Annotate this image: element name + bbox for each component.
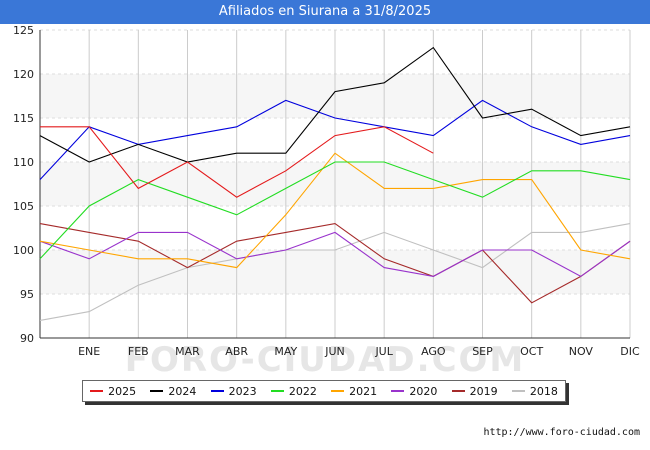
chart-title-bar: Afiliados en Siurana a 31/8/2025 — [0, 0, 650, 24]
legend-swatch — [451, 390, 465, 392]
y-tick-label: 120 — [13, 68, 34, 81]
legend-label: 2019 — [469, 384, 498, 398]
legend-swatch — [210, 390, 224, 392]
legend-swatch — [331, 390, 345, 392]
series-line-2025 — [40, 126, 434, 198]
x-tick-label: NOV — [569, 345, 594, 358]
y-tick-label: 95 — [20, 288, 34, 301]
series-line-2020 — [39, 231, 631, 278]
y-tick-label: 125 — [13, 24, 34, 37]
y-tick-label: 100 — [13, 244, 34, 257]
x-tick-label: JUL — [374, 345, 393, 358]
legend-swatch — [511, 390, 525, 392]
legend-item-2025: 2025 — [90, 385, 136, 398]
legend-item-2019: 2019 — [451, 384, 498, 398]
line-chart: 90 95 100 105 110 115 120 125 ENE FEB MAR ABR MAY JUN… — [13, 24, 640, 358]
x-tick-label: MAY — [274, 345, 297, 358]
y-tick-label: 115 — [13, 112, 34, 125]
legend-label: 2022 — [288, 384, 317, 398]
series-line-2019 — [39, 223, 631, 304]
x-tick-label: FEB — [128, 345, 149, 358]
x-tick-label: OCT — [520, 345, 543, 358]
legend-item-2018: 2018 — [511, 384, 558, 398]
x-tick-label: ABR — [225, 345, 248, 358]
legend-swatch — [90, 390, 104, 392]
y-tick-label: 105 — [13, 200, 34, 213]
series-line-2018 — [39, 223, 631, 321]
legend-label: 2023 — [228, 384, 257, 398]
legend-label: 2024 — [168, 384, 197, 398]
x-tick-label: ENE — [78, 345, 100, 358]
chart-title: Afiliados en Siurana a 31/8/2025 — [218, 4, 432, 19]
legend-item-2022: 2022 — [270, 384, 317, 398]
series-line-2024 — [39, 46, 631, 163]
x-tick-label: MAR — [175, 345, 200, 358]
legend-swatch — [270, 390, 284, 392]
watermark: FORO-CIUDAD.COM — [124, 340, 526, 380]
x-tick-label: AGO — [421, 345, 446, 358]
legend-swatch — [150, 390, 164, 392]
y-tick-label: 110 — [13, 156, 34, 169]
legend-item-2024: 2024 — [150, 385, 196, 398]
legend-item-2023: 2023 — [210, 384, 257, 398]
legend-label: 2021 — [349, 384, 378, 398]
series-line-2021 — [39, 152, 631, 269]
legend-swatch — [391, 390, 405, 392]
x-tick-label: DIC — [620, 345, 640, 358]
legend-item-2021: 2021 — [331, 385, 377, 398]
site-url: http://www.foro-ciudad.com — [483, 427, 640, 438]
legend-label: 2025 — [108, 384, 137, 398]
chart-legend: 2025 2024 2023 2022 2021 2020 2019 2018 — [82, 380, 566, 402]
legend-label: 2018 — [529, 384, 558, 398]
series-line-2022 — [39, 161, 631, 260]
y-tick-label: 90 — [20, 332, 34, 345]
x-tick-label: SEP — [472, 345, 493, 358]
x-tick-label: JUN — [324, 345, 345, 358]
legend-item-2020: 2020 — [391, 385, 437, 398]
legend-label: 2020 — [409, 384, 438, 398]
